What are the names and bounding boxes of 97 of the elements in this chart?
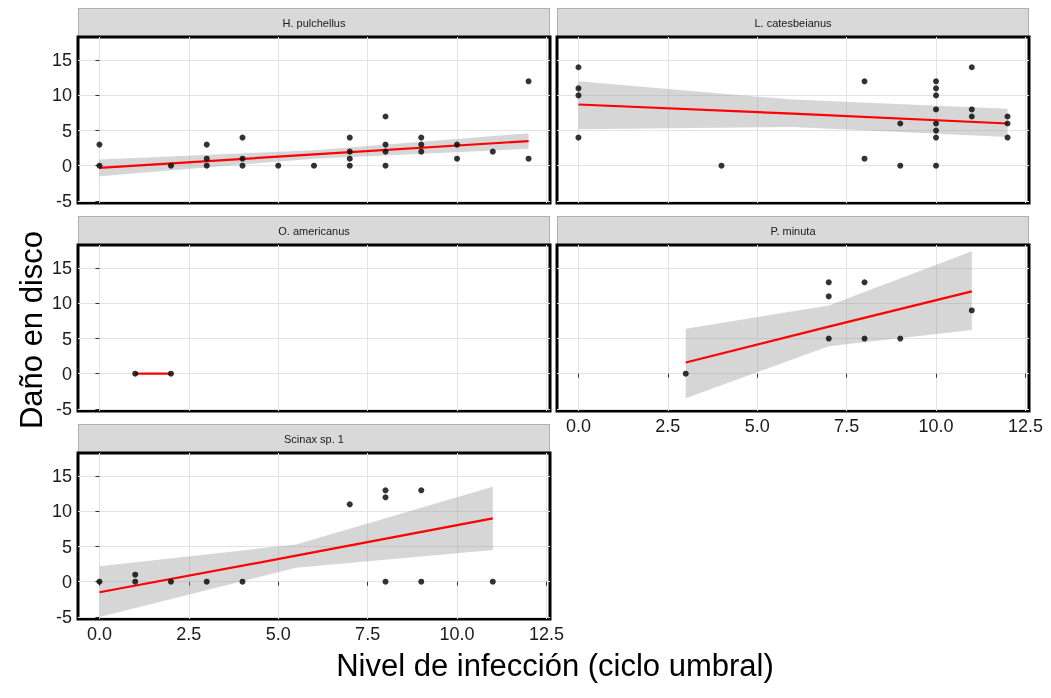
y-tick-label: 0 [61,363,72,384]
y-tick-label: -5 [55,190,72,211]
point [203,162,210,169]
point [968,64,975,71]
x-tick-label: 5.0 [744,416,770,436]
chart-title: O. americanus [78,216,550,245]
point [861,335,868,342]
point [825,335,832,342]
point [968,113,975,120]
point [525,78,532,85]
y-tick-label: 5 [61,536,72,557]
point [1004,120,1011,127]
point [1004,113,1011,120]
point [968,307,975,314]
point [933,92,940,99]
point [933,78,940,85]
point [575,92,582,99]
x-tick-label: 12.5 [1007,416,1043,436]
point [239,578,246,585]
point [454,155,461,162]
point [575,64,582,71]
y-tick-label: 10 [51,501,72,522]
point [203,155,210,162]
point [418,141,425,148]
point [861,78,868,85]
point [933,134,940,141]
point [968,106,975,113]
chart-title: P. minuta [557,216,1029,245]
y-tick-label: 15 [51,50,72,71]
y-tick-label: -5 [55,398,72,419]
chart-title: H. pulchellus [78,8,550,37]
point [203,141,210,148]
point [933,85,940,92]
point [933,106,940,113]
point [275,162,282,169]
point [418,148,425,155]
y-tick-label: 5 [61,120,72,141]
point [1004,134,1011,141]
point [489,578,496,585]
point [897,162,904,169]
point [203,578,210,585]
y-tick-label: 0 [61,571,72,592]
point [418,134,425,141]
point [933,120,940,127]
point [825,279,832,286]
point [418,578,425,585]
point [382,578,389,585]
point [933,127,940,134]
point [718,162,725,169]
point [239,134,246,141]
x-tick-label: 2.5 [655,416,681,436]
chart-title: L. catesbeianus [557,8,1029,37]
x-tick-label: 12.5 [528,624,564,644]
point [167,578,174,585]
chart-title: Scinax sp. 1 [78,424,550,453]
x-tick-label: 10.0 [918,416,954,436]
x-tick-label: 10.0 [439,624,475,644]
point [382,494,389,501]
point [825,293,832,300]
y-tick-label: 5 [61,328,72,349]
point [682,370,689,377]
point [575,85,582,92]
point [96,141,103,148]
point [346,134,353,141]
point [575,134,582,141]
x-tick-label: 2.5 [176,624,202,644]
point [382,141,389,148]
y-tick-label: 10 [51,293,72,314]
point [346,162,353,169]
point [346,148,353,155]
point [311,162,317,169]
point [382,487,389,494]
point [239,162,246,169]
y-tick-label: 10 [51,85,72,106]
y-tick-label: 15 [51,466,72,487]
y-tick-label: 0 [61,155,72,176]
point [382,113,389,120]
point [933,162,940,169]
point [132,571,139,578]
x-tick-label: 5.0 [265,624,291,644]
y-tick-label: 15 [51,258,72,279]
x-tick-label: 7.5 [355,624,381,644]
point [489,148,496,155]
x-tick-label: 0.0 [565,416,591,436]
point [132,578,139,585]
point [346,501,353,508]
x-tick-label: 0.0 [86,624,112,644]
point [167,162,174,169]
point [418,487,425,494]
point [346,155,353,162]
y-tick-label: -5 [55,606,72,627]
x-axis-title: Nivel de infección (ciclo umbral) [335,648,775,684]
point [454,141,461,148]
point [382,162,389,169]
y-axis-title: Daño en disco [14,230,50,430]
point [861,279,868,286]
x-tick-label: 7.5 [834,416,860,436]
